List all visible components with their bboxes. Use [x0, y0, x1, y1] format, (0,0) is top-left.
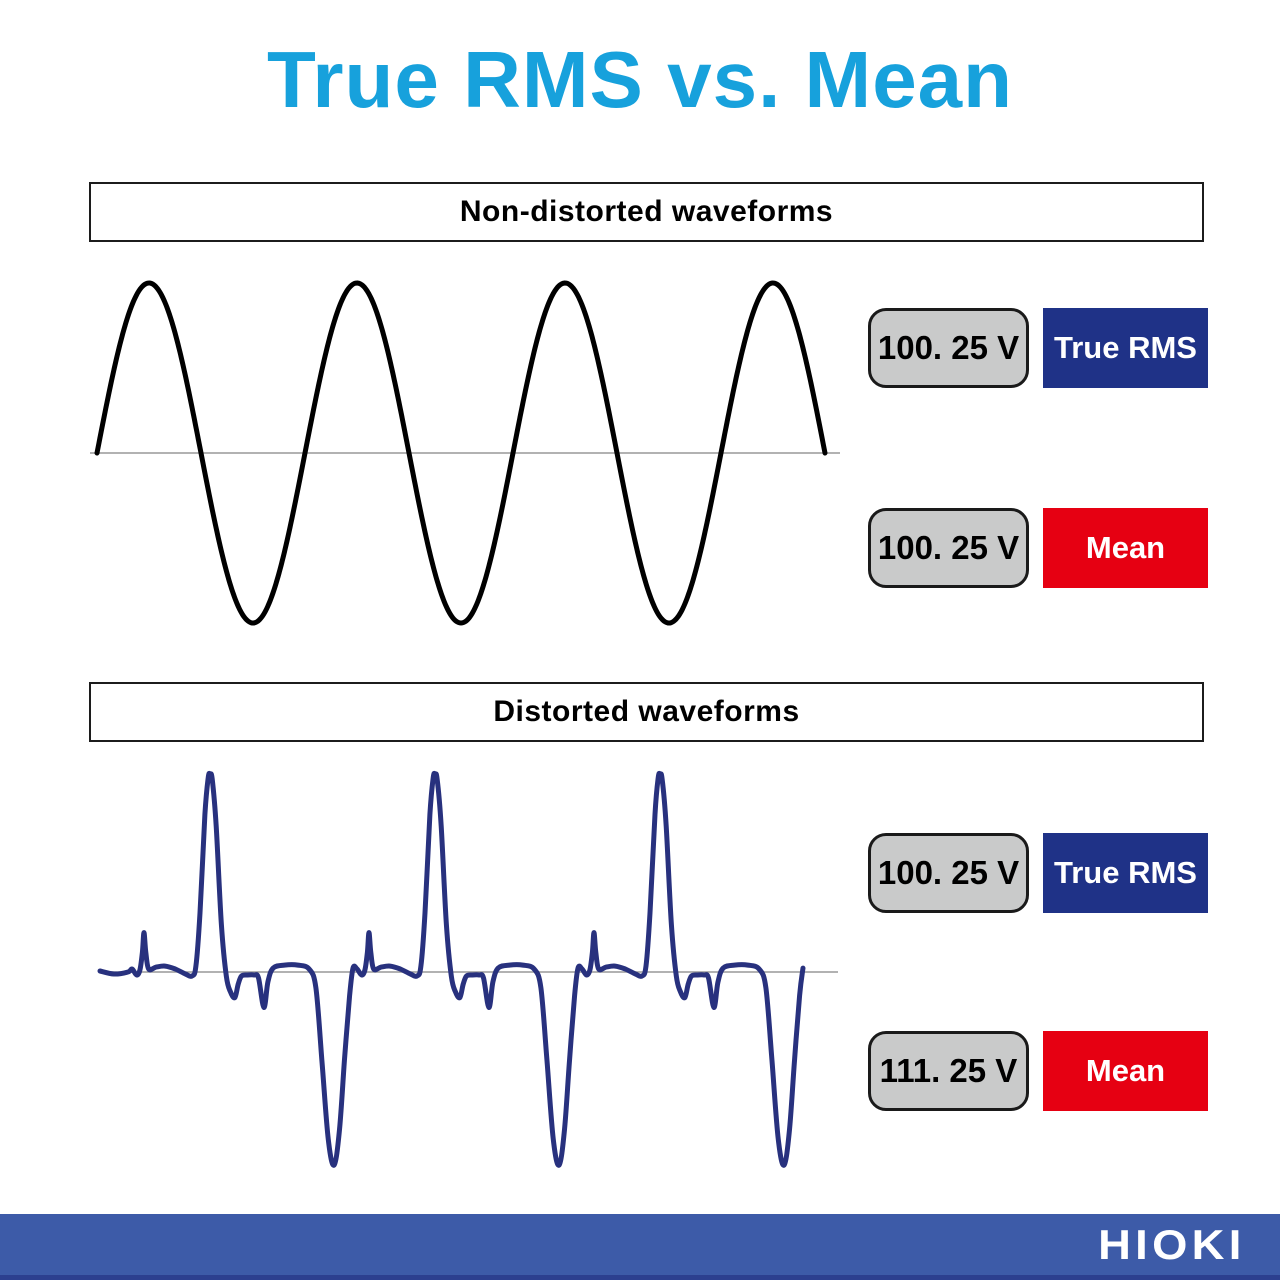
method-text: True RMS: [1054, 855, 1197, 890]
method-label-true-rms: True RMS: [1043, 833, 1208, 913]
value-badge-nd-true-rms: 100. 25 V: [868, 308, 1029, 388]
distorted-waveform: [97, 770, 806, 1168]
method-label-true-rms: True RMS: [1043, 308, 1208, 388]
value-badge-d-true-rms: 100. 25 V: [868, 833, 1029, 913]
section-header-distorted: Distorted waveforms: [89, 682, 1204, 742]
method-label-mean: Mean: [1043, 1031, 1208, 1111]
sine-waveform: [94, 280, 828, 626]
section-header-label: Non-distorted waveforms: [459, 195, 834, 228]
value-text: 100. 25 V: [877, 329, 1020, 366]
value-badge-nd-mean: 100. 25 V: [868, 508, 1029, 588]
method-label-mean: Mean: [1043, 508, 1208, 588]
method-text: Mean: [1085, 1053, 1166, 1088]
section-header-non-distorted: Non-distorted waveforms: [89, 182, 1204, 242]
section-header-label: Distorted waveforms: [493, 695, 800, 728]
method-text: True RMS: [1054, 330, 1197, 365]
method-text: Mean: [1085, 530, 1166, 565]
value-text: 100. 25 V: [877, 854, 1020, 891]
value-text: 100. 25 V: [877, 529, 1020, 566]
page-title: True RMS vs. Mean: [266, 35, 1014, 124]
hioki-logo: HIOKI: [1098, 1221, 1246, 1269]
footer-edge-stripe: [0, 1275, 1280, 1280]
value-text: 111. 25 V: [879, 1052, 1018, 1089]
footer-bar: HIOKI: [0, 1214, 1280, 1280]
value-badge-d-mean: 111. 25 V: [868, 1031, 1029, 1111]
